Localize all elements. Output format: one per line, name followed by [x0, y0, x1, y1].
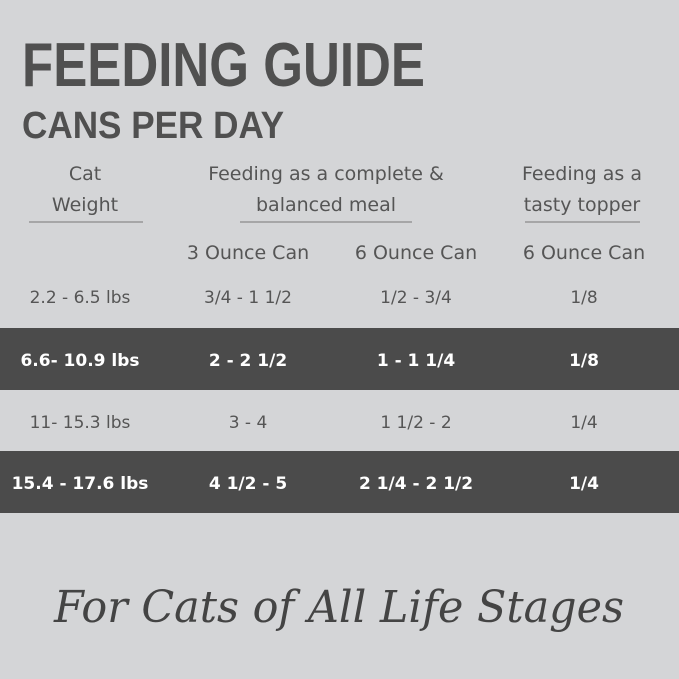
column-header: Feeding as a complete &: [208, 163, 444, 185]
cell: 2.2 - 6.5 lbs: [30, 288, 131, 308]
cell: 1/4: [570, 413, 597, 433]
cell: 15.4 - 17.6 lbs: [12, 474, 149, 494]
column-header: Weight: [52, 194, 118, 216]
subtitle: CANS PER DAY: [22, 105, 284, 147]
column-header: Feeding as a: [522, 163, 642, 185]
cell: 2 1/4 - 2 1/2: [359, 474, 473, 494]
title: FEEDING GUIDE: [22, 31, 425, 100]
cell: 3/4 - 1 1/2: [204, 288, 292, 308]
cell: 4 1/2 - 5: [209, 474, 287, 494]
row-band: [0, 451, 679, 513]
row-band: [0, 328, 679, 390]
subheader: 3 Ounce Can: [187, 242, 309, 264]
cell: 2 - 2 1/2: [209, 351, 287, 371]
column-header: tasty topper: [524, 194, 641, 216]
cell: 1 - 1 1/4: [377, 351, 456, 371]
cell: 1/8: [570, 288, 597, 308]
cell: 11- 15.3 lbs: [30, 413, 131, 433]
cell: 1/2 - 3/4: [380, 288, 452, 308]
subheader: 6 Ounce Can: [355, 242, 477, 264]
cell: 1/4: [569, 474, 599, 494]
subheader: 6 Ounce Can: [523, 242, 645, 264]
column-header: Cat: [69, 163, 101, 185]
tagline: For Cats of All Life Stages: [53, 582, 624, 633]
cell: 1/8: [569, 351, 599, 371]
cell: 1 1/2 - 2: [380, 413, 451, 433]
column-header: balanced meal: [256, 194, 396, 216]
cell: 6.6- 10.9 lbs: [20, 351, 139, 371]
cell: 3 - 4: [229, 413, 268, 433]
